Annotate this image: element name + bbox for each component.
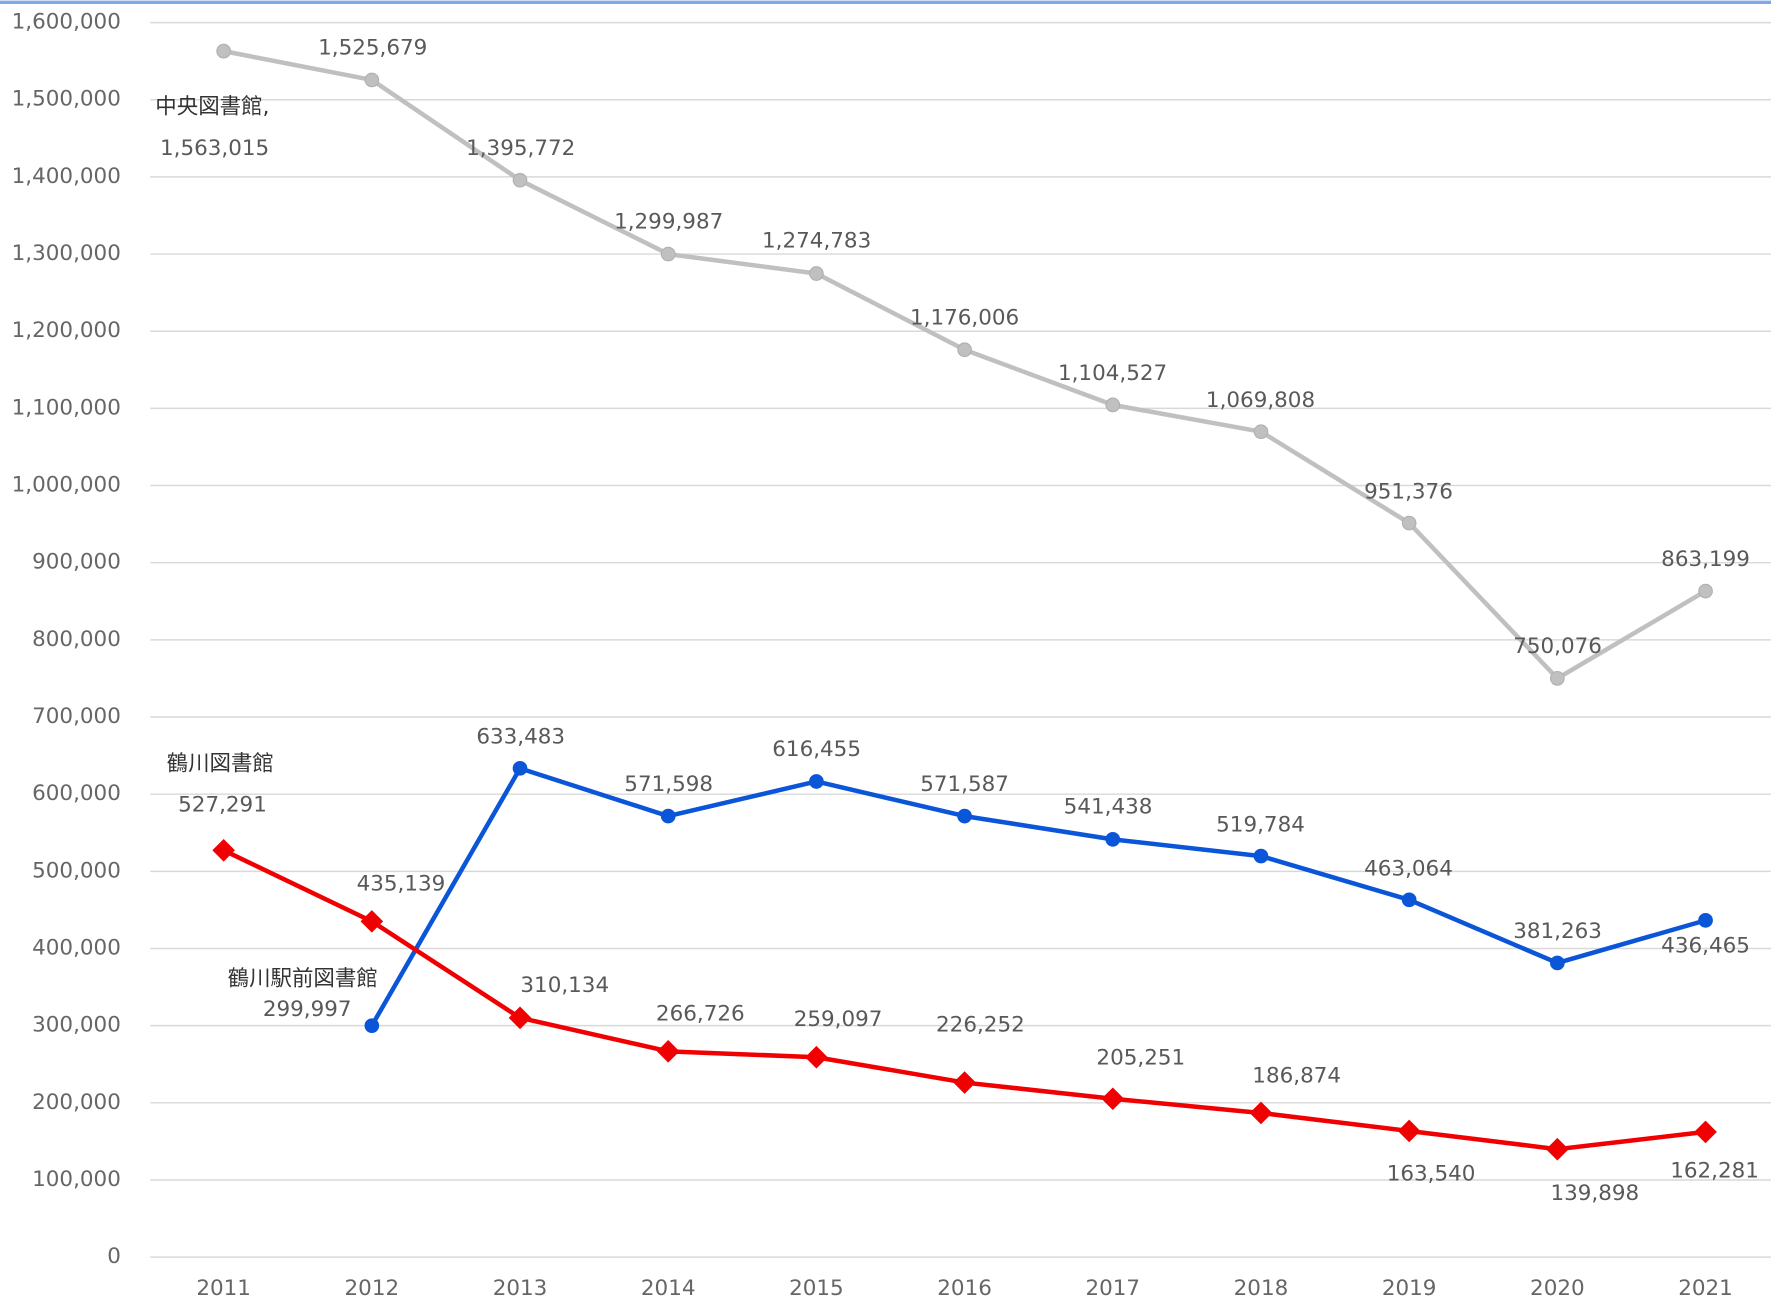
data-label: 1,563,015 bbox=[160, 136, 269, 161]
data-point bbox=[364, 1018, 380, 1034]
data-label: 310,134 bbox=[520, 973, 609, 998]
data-point bbox=[1397, 1119, 1421, 1143]
data-label: 205,251 bbox=[1096, 1045, 1185, 1070]
data-point bbox=[1105, 832, 1121, 847]
y-tick-label: 800,000 bbox=[32, 627, 121, 652]
data-point bbox=[212, 838, 235, 862]
data-label: 1,395,772 bbox=[466, 136, 575, 161]
series-line bbox=[369, 766, 1707, 1027]
series-name: 鶴川駅前図書館 bbox=[228, 966, 378, 991]
data-point bbox=[660, 246, 676, 262]
data-point bbox=[1550, 671, 1565, 686]
data-point bbox=[1550, 955, 1565, 971]
data-label: 1,176,006 bbox=[910, 306, 1019, 331]
data-point bbox=[1253, 424, 1269, 440]
data-point bbox=[1401, 515, 1417, 531]
data-point bbox=[1546, 1137, 1569, 1161]
data-label: 633,483 bbox=[476, 725, 565, 750]
data-point bbox=[216, 43, 231, 59]
y-tick-label: 1,100,000 bbox=[12, 395, 121, 420]
data-label: 1,104,527 bbox=[1058, 361, 1167, 386]
data-point bbox=[364, 72, 380, 88]
data-label: 616,455 bbox=[772, 737, 861, 762]
y-tick-label: 100,000 bbox=[32, 1167, 121, 1192]
y-tick-label: 0 bbox=[107, 1244, 121, 1269]
data-point bbox=[660, 808, 676, 824]
data-point bbox=[360, 910, 384, 933]
y-tick-label: 1,000,000 bbox=[12, 473, 121, 498]
data-label: 436,465 bbox=[1661, 934, 1750, 959]
y-tick-label: 1,300,000 bbox=[12, 241, 121, 266]
data-label: 571,598 bbox=[624, 772, 713, 797]
data-point bbox=[1105, 397, 1121, 413]
data-point bbox=[1698, 583, 1713, 599]
data-point bbox=[957, 342, 972, 358]
y-tick-label: 1,200,000 bbox=[12, 318, 121, 343]
data-label: 1,069,808 bbox=[1206, 388, 1315, 413]
data-point bbox=[805, 1045, 828, 1069]
data-point bbox=[1401, 892, 1417, 908]
series-line bbox=[223, 48, 1707, 681]
data-point bbox=[656, 1040, 680, 1063]
data-label: 266,726 bbox=[656, 1001, 745, 1026]
x-tick-label: 2014 bbox=[641, 1276, 696, 1300]
y-tick-label: 1,500,000 bbox=[12, 87, 121, 112]
data-point bbox=[1698, 913, 1713, 928]
x-tick-label: 2012 bbox=[345, 1276, 400, 1300]
x-tick-label: 2020 bbox=[1530, 1276, 1585, 1300]
data-point bbox=[953, 1071, 976, 1094]
data-label: 527,291 bbox=[178, 792, 267, 817]
data-label: 162,281 bbox=[1670, 1158, 1759, 1183]
data-label: 519,784 bbox=[1216, 813, 1305, 838]
data-point bbox=[809, 774, 824, 789]
data-label: 186,874 bbox=[1252, 1063, 1341, 1088]
y-tick-label: 1,400,000 bbox=[12, 164, 121, 189]
data-point bbox=[1249, 1101, 1273, 1125]
data-point bbox=[512, 761, 528, 776]
y-tick-label: 500,000 bbox=[32, 858, 121, 883]
data-label: 541,438 bbox=[1064, 795, 1153, 820]
data-label: 571,587 bbox=[920, 772, 1009, 797]
data-point bbox=[512, 172, 528, 188]
x-tick-label: 2016 bbox=[937, 1276, 992, 1300]
data-label: 139,898 bbox=[1550, 1181, 1639, 1206]
x-tick-label: 2019 bbox=[1382, 1276, 1437, 1300]
x-tick-label: 2011 bbox=[196, 1276, 251, 1300]
data-label: 951,376 bbox=[1364, 479, 1453, 504]
y-tick-label: 600,000 bbox=[32, 781, 121, 806]
series-name: 中央図書館, bbox=[155, 94, 269, 119]
x-tick-label: 2018 bbox=[1234, 1276, 1289, 1300]
series-name: 鶴川図書館 bbox=[167, 752, 274, 777]
y-tick-label: 200,000 bbox=[32, 1090, 121, 1115]
data-label: 259,097 bbox=[794, 1007, 883, 1032]
y-tick-label: 300,000 bbox=[32, 1013, 121, 1038]
data-label: 1,299,987 bbox=[614, 210, 723, 235]
data-point bbox=[809, 266, 824, 281]
data-point bbox=[1253, 848, 1269, 864]
data-label: 435,139 bbox=[357, 871, 446, 896]
data-label: 863,199 bbox=[1661, 547, 1750, 572]
data-point bbox=[957, 808, 972, 824]
y-tick-label: 900,000 bbox=[32, 550, 121, 575]
data-point bbox=[508, 1006, 532, 1030]
data-label: 1,274,783 bbox=[762, 229, 871, 254]
data-label: 463,064 bbox=[1364, 857, 1453, 882]
data-label: 226,252 bbox=[936, 1013, 1025, 1038]
x-tick-label: 2017 bbox=[1085, 1276, 1140, 1300]
data-point bbox=[1101, 1087, 1125, 1111]
data-point bbox=[1694, 1120, 1717, 1144]
x-tick-label: 2015 bbox=[789, 1276, 844, 1300]
data-label: 163,540 bbox=[1387, 1162, 1476, 1187]
data-label: 299,997 bbox=[263, 997, 352, 1022]
y-tick-label: 400,000 bbox=[32, 935, 121, 960]
data-label: 1,525,679 bbox=[318, 36, 427, 61]
x-tick-label: 2021 bbox=[1678, 1276, 1733, 1300]
data-label: 381,263 bbox=[1513, 919, 1602, 944]
y-tick-label: 700,000 bbox=[32, 704, 121, 729]
x-tick-label: 2013 bbox=[493, 1276, 548, 1300]
y-tick-label: 1,600,000 bbox=[12, 10, 121, 35]
data-label: 750,076 bbox=[1513, 634, 1602, 659]
